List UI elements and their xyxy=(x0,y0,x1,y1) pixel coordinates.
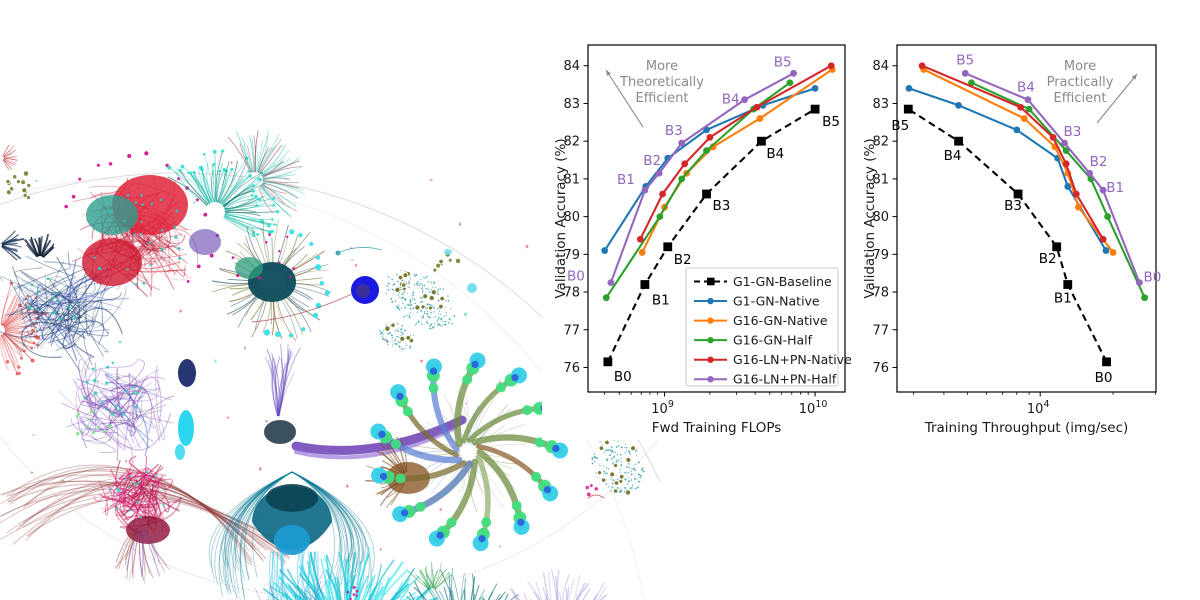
y-tick-label: 79 xyxy=(563,248,580,263)
point-label-B1: B1 xyxy=(1106,180,1124,196)
point-label-B5: B5 xyxy=(774,54,792,70)
y-tick-label: 78 xyxy=(563,286,580,301)
series-G16-LN+PN-Half: B0 B1 B2 B3 B4 B5 xyxy=(956,52,1161,287)
series-G1-GN-Native xyxy=(905,84,1110,254)
point-label-B3: B3 xyxy=(1004,198,1022,214)
point-label-B3: B3 xyxy=(713,198,731,214)
y-tick-label: 82 xyxy=(563,135,580,150)
annotation-text: More xyxy=(1064,59,1096,74)
x-axis-label: Training Throughput (img/sec) xyxy=(924,420,1129,436)
x-tick-label: 1010 xyxy=(799,399,828,417)
point-label-B5: B5 xyxy=(891,118,909,134)
y-tick-label: 76 xyxy=(563,361,580,376)
point-label-B0: B0 xyxy=(614,369,632,385)
point-label-B4: B4 xyxy=(944,148,962,164)
legend-item-label: G16-GN-Native xyxy=(733,313,828,328)
point-label-B2: B2 xyxy=(674,252,692,268)
point-label-B1: B1 xyxy=(1054,291,1072,307)
point-label-B1: B1 xyxy=(652,293,670,309)
y-axis-label: Validation Accuracy (%) xyxy=(553,138,569,298)
annotation-text: Theoretically xyxy=(619,75,704,90)
y-tick-label: 79 xyxy=(872,248,889,263)
point-label-B4: B4 xyxy=(766,146,784,162)
point-label-B0: B0 xyxy=(567,269,585,285)
series-G16-LN+PN-Native xyxy=(918,62,1107,243)
legend-item-label: G16-LN+PN-Half xyxy=(733,372,837,387)
series-G1-GN-Baseline: B0 B1 B2 B3 B4 B5 xyxy=(891,104,1113,386)
y-tick-label: 84 xyxy=(563,59,580,74)
point-label-B2: B2 xyxy=(643,153,661,169)
y-tick-label: 76 xyxy=(872,361,889,376)
point-label-B5: B5 xyxy=(956,52,974,68)
point-label-B4: B4 xyxy=(722,92,740,108)
legend-item-label: G1-GN-Baseline xyxy=(733,274,832,289)
flops-chart: 76 77 78 79 80 81 82 83 84 109 1010 Fwd Training FL… xyxy=(542,35,855,440)
x-tick-label: 104 xyxy=(1027,399,1050,417)
y-tick-label: 77 xyxy=(563,323,580,338)
y-tick-label: 82 xyxy=(872,135,889,150)
y-tick-label: 81 xyxy=(872,172,889,187)
legend-item-label: G1-GN-Native xyxy=(733,293,820,308)
y-tick-label: 83 xyxy=(872,97,889,112)
y-tick-label: 80 xyxy=(563,210,580,225)
legend-item-label: G16-GN-Half xyxy=(733,333,813,348)
x-tick-label: 109 xyxy=(651,399,674,417)
annotation-arrow xyxy=(1096,73,1138,124)
x-axis-label: Fwd Training FLOPs xyxy=(652,420,782,436)
annotation-text: Efficient xyxy=(636,91,689,106)
point-label-B2: B2 xyxy=(1090,154,1108,170)
point-label-B5: B5 xyxy=(822,114,840,130)
point-label-B1: B1 xyxy=(617,172,635,188)
annotation-text: Practically xyxy=(1047,75,1114,90)
network-visualization-artwork xyxy=(0,129,660,600)
point-label-B0: B0 xyxy=(1095,370,1113,386)
y-axis-label: Validation Accuracy (%) xyxy=(862,138,878,298)
legend-item-label: G16-LN+PN-Native xyxy=(733,352,852,367)
y-tick-label: 84 xyxy=(872,59,889,74)
y-tick-label: 80 xyxy=(872,210,889,225)
artwork-root xyxy=(0,129,660,600)
y-tick-label: 78 xyxy=(872,286,889,301)
point-label-B0: B0 xyxy=(1143,270,1161,286)
series-G16-LN+PN-Native xyxy=(636,62,835,243)
y-tick-label: 77 xyxy=(872,323,889,338)
y-tick-label: 83 xyxy=(563,97,580,112)
point-label-B2: B2 xyxy=(1039,251,1057,267)
y-tick-label: 81 xyxy=(563,172,580,187)
annotation-arrow xyxy=(605,69,644,128)
legend: G1-GN-Baseline G1-GN-Native G16-GN-Native G… xyxy=(685,267,852,387)
point-label-B4: B4 xyxy=(1017,80,1035,96)
annotation-text: More xyxy=(646,59,678,74)
throughput-chart: 76 77 78 79 80 81 82 83 84 104 Training Throughput… xyxy=(851,35,1166,440)
annotation-text: Efficient xyxy=(1054,91,1107,106)
point-label-B3: B3 xyxy=(665,123,683,139)
point-label-B3: B3 xyxy=(1064,124,1082,140)
